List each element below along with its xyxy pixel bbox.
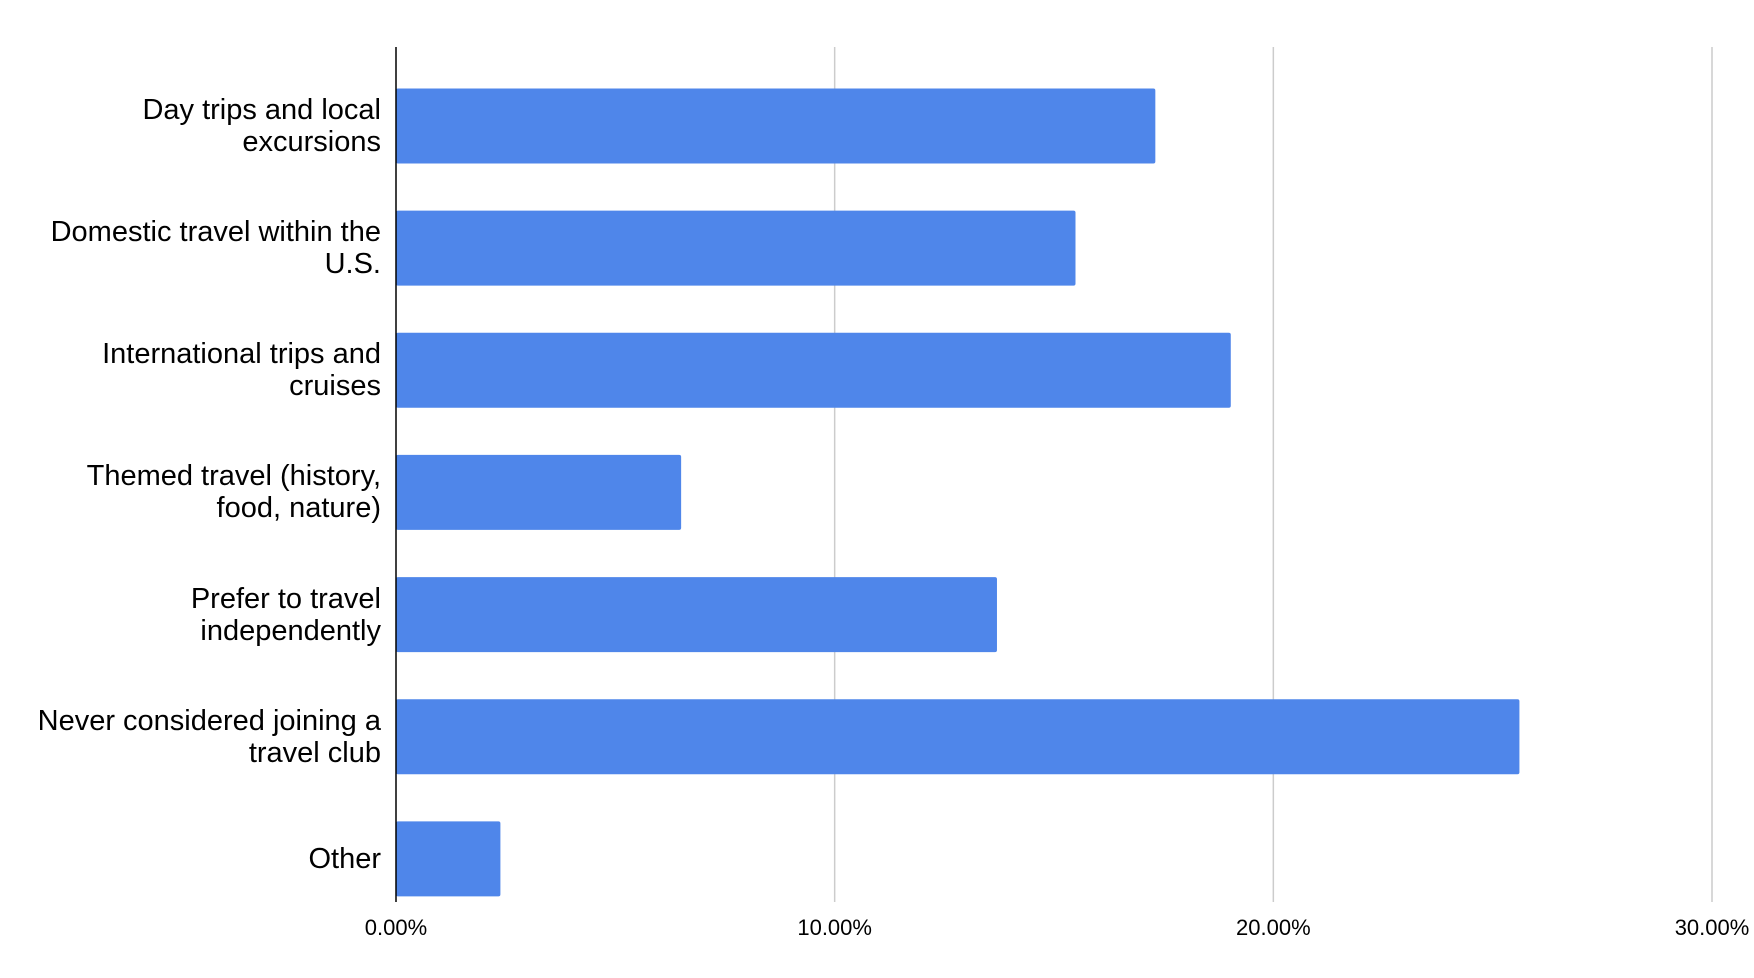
bar: [396, 699, 1520, 775]
x-tick-label: 0.00%: [364, 915, 428, 940]
x-tick-label: 10.00%: [797, 915, 872, 940]
x-tick-label: 30.00%: [1674, 915, 1750, 940]
bar: [396, 821, 501, 897]
bar: [396, 577, 997, 653]
y-tick-label: Prefer to travel independently: [190, 582, 381, 647]
y-tick-label: Themed travel (history, food, nature): [86, 460, 381, 525]
bar: [396, 88, 1156, 164]
bar: [396, 454, 682, 530]
y-tick-label: Other: [308, 842, 381, 875]
y-tick-label: Day trips and local excursions: [142, 94, 381, 158]
x-tick-label: 20.00%: [1236, 915, 1311, 940]
y-tick-label: International trips and cruises: [102, 338, 381, 403]
bar: [396, 210, 1076, 286]
y-tick-label: Domestic travel within the U.S.: [50, 216, 381, 281]
y-tick-label: Never considered joining a travel club: [37, 704, 381, 769]
bar: [396, 332, 1231, 408]
